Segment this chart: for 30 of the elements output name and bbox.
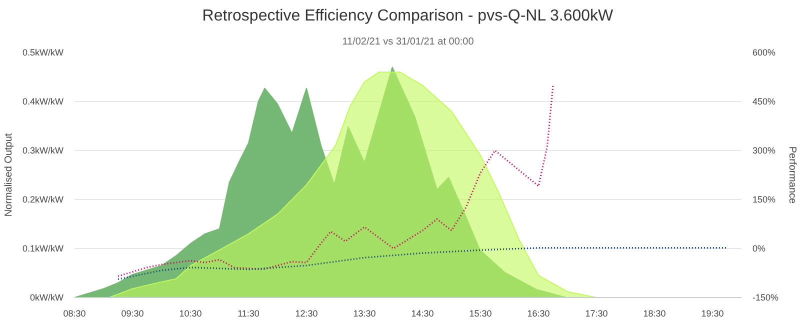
- line-series: [117, 247, 728, 280]
- x-tick-label: 15:30: [469, 308, 492, 318]
- chart-title: Retrospective Efficiency Comparison - pvs-Q-NL 3.600kW: [202, 8, 614, 24]
- y-tick-label: 0.5kW/kW: [22, 48, 64, 58]
- x-tick-label: 09:30: [121, 308, 144, 318]
- x-tick-label: 16:30: [527, 308, 550, 318]
- line-series: [117, 84, 554, 278]
- y2-tick-label: 450%: [752, 96, 776, 106]
- y2-tick-label: 300%: [752, 146, 776, 156]
- x-tick-label: 18:30: [643, 308, 666, 318]
- y-tick-label: 0kW/kW: [30, 292, 64, 302]
- x-tick-label: 10:30: [179, 308, 202, 318]
- x-tick-label: 14:30: [411, 308, 434, 318]
- y-tick-label: 0.4kW/kW: [22, 96, 64, 106]
- y-tick-label: 0.3kW/kW: [22, 146, 64, 156]
- y2-tick-label: 0%: [752, 244, 766, 254]
- y2-axis-title: Performance: [786, 146, 798, 204]
- y2-tick-label: -150%: [752, 292, 779, 302]
- x-tick-label: 08:30: [63, 308, 86, 318]
- x-tick-label: 11:30: [238, 308, 260, 318]
- chart-subtitle: 11/02/21 vs 31/01/21 at 00:00: [342, 36, 474, 48]
- x-tick-label: 19:30: [701, 308, 724, 318]
- y-tick-label: 0.2kW/kW: [22, 194, 64, 204]
- x-tick-label: 12:30: [295, 308, 318, 318]
- y-tick-label: 0.1kW/kW: [22, 244, 64, 254]
- x-tick-label: 13:30: [353, 308, 376, 318]
- y2-tick-label: 150%: [752, 194, 776, 204]
- y-axis-title: Normalised Output: [4, 133, 14, 217]
- y2-tick-label: 600%: [752, 48, 776, 58]
- x-tick-label: 17:30: [585, 308, 608, 318]
